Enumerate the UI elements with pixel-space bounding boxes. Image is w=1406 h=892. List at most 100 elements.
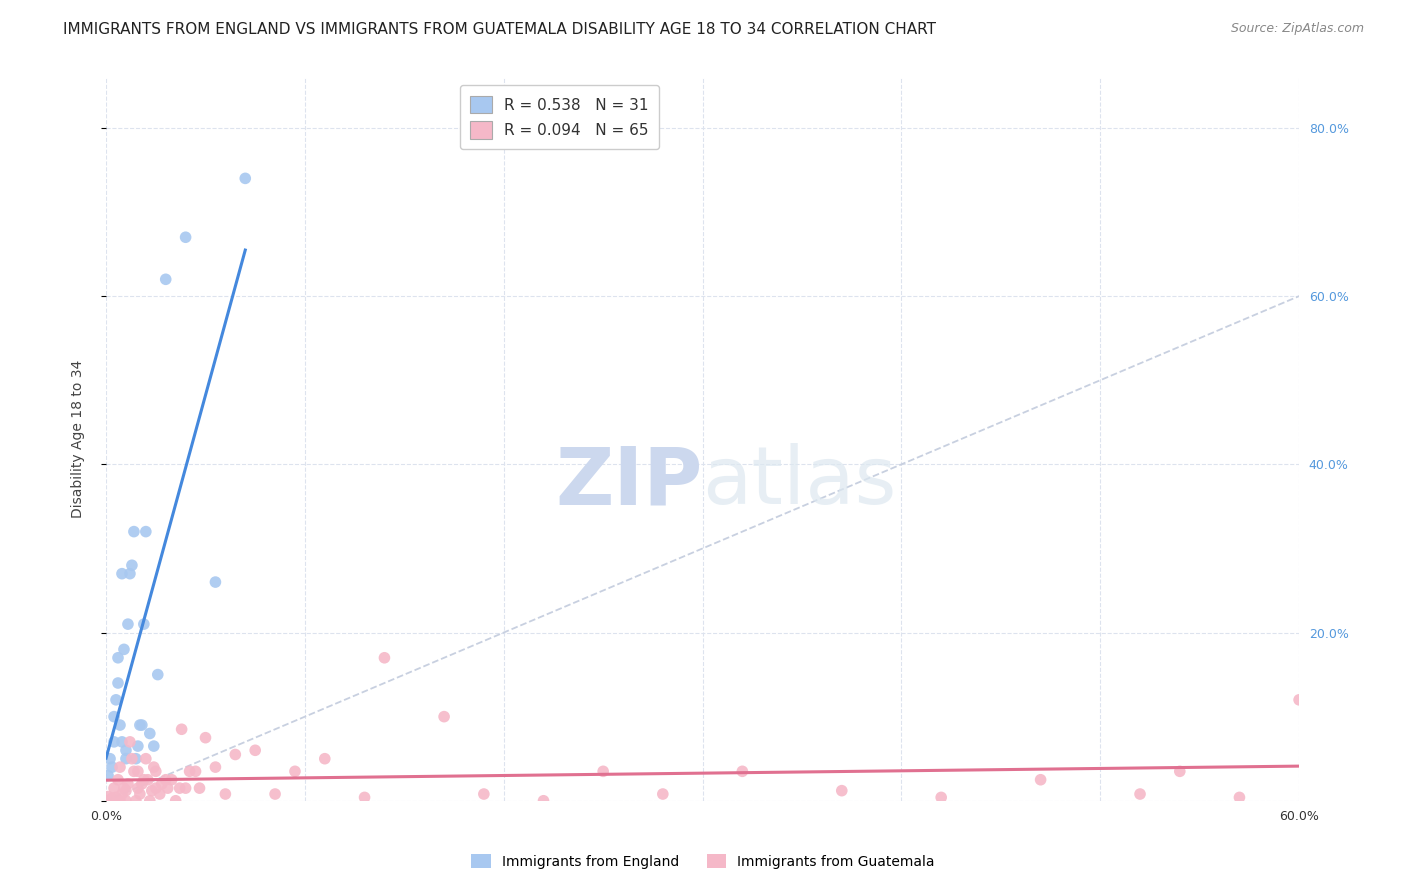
Text: IMMIGRANTS FROM ENGLAND VS IMMIGRANTS FROM GUATEMALA DISABILITY AGE 18 TO 34 COR: IMMIGRANTS FROM ENGLAND VS IMMIGRANTS FR… <box>63 22 936 37</box>
Point <box>135 524 157 539</box>
Point <box>97 789 120 804</box>
Point <box>107 650 129 665</box>
Point <box>108 760 131 774</box>
Point <box>135 752 157 766</box>
Point <box>142 739 165 753</box>
Point <box>98 794 121 808</box>
Point <box>115 743 138 757</box>
Point <box>115 783 138 797</box>
Point <box>103 781 125 796</box>
Point <box>165 794 187 808</box>
Point <box>125 794 148 808</box>
Point <box>108 718 131 732</box>
Point <box>131 777 153 791</box>
Point <box>150 777 173 791</box>
Point <box>94 794 117 808</box>
Text: ZIP: ZIP <box>555 443 703 522</box>
Point <box>245 743 267 757</box>
Point <box>174 781 197 796</box>
Point <box>145 764 167 779</box>
Point <box>170 723 193 737</box>
Point <box>128 787 150 801</box>
Point <box>314 752 336 766</box>
Y-axis label: Disability Age 18 to 34: Disability Age 18 to 34 <box>72 360 86 518</box>
Point <box>353 790 375 805</box>
Point <box>592 764 614 779</box>
Point <box>111 566 134 581</box>
Point <box>112 642 135 657</box>
Point <box>145 781 167 796</box>
Point <box>131 718 153 732</box>
Point <box>105 790 128 805</box>
Point <box>115 752 138 766</box>
Point <box>174 230 197 244</box>
Point <box>264 787 287 801</box>
Point <box>188 781 211 796</box>
Point <box>107 772 129 787</box>
Legend: Immigrants from England, Immigrants from Guatemala: Immigrants from England, Immigrants from… <box>465 848 941 874</box>
Point <box>929 790 952 805</box>
Point <box>160 772 183 787</box>
Point <box>101 791 124 805</box>
Point <box>127 764 149 779</box>
Point <box>127 739 149 753</box>
Point <box>118 566 141 581</box>
Point <box>1288 693 1310 707</box>
Point <box>533 794 555 808</box>
Point <box>121 752 143 766</box>
Point <box>97 768 120 782</box>
Point <box>156 781 179 796</box>
Point <box>122 524 145 539</box>
Point <box>155 272 177 286</box>
Point <box>117 617 139 632</box>
Point <box>108 794 131 808</box>
Point <box>117 777 139 791</box>
Point <box>155 772 177 787</box>
Point <box>373 650 395 665</box>
Point <box>433 709 456 723</box>
Point <box>651 787 673 801</box>
Point <box>118 735 141 749</box>
Point <box>149 787 172 801</box>
Point <box>731 764 754 779</box>
Point <box>1229 790 1251 805</box>
Point <box>179 764 201 779</box>
Point <box>184 764 207 779</box>
Text: Source: ZipAtlas.com: Source: ZipAtlas.com <box>1230 22 1364 36</box>
Point <box>169 781 191 796</box>
Point <box>224 747 246 762</box>
Point <box>233 171 256 186</box>
Point <box>146 667 169 681</box>
Point <box>105 693 128 707</box>
Point <box>831 783 853 797</box>
Point <box>127 781 149 796</box>
Point <box>122 764 145 779</box>
Point <box>98 752 121 766</box>
Point <box>139 726 162 740</box>
Point <box>101 760 124 774</box>
Point <box>132 617 155 632</box>
Point <box>1129 787 1152 801</box>
Point <box>1168 764 1191 779</box>
Point <box>136 772 159 787</box>
Point <box>125 752 148 766</box>
Point <box>204 575 226 590</box>
Point <box>128 718 150 732</box>
Point <box>107 676 129 690</box>
Point <box>1029 772 1052 787</box>
Legend: R = 0.538   N = 31, R = 0.094   N = 65: R = 0.538 N = 31, R = 0.094 N = 65 <box>460 85 659 149</box>
Point <box>214 787 236 801</box>
Point <box>132 772 155 787</box>
Point <box>121 558 143 573</box>
Point <box>142 760 165 774</box>
Point <box>472 787 495 801</box>
Point <box>103 709 125 723</box>
Text: atlas: atlas <box>703 443 897 522</box>
Point <box>115 794 138 808</box>
Point <box>141 783 163 797</box>
Point <box>284 764 307 779</box>
Point <box>111 735 134 749</box>
Point <box>103 735 125 749</box>
Point <box>194 731 217 745</box>
Point <box>204 760 226 774</box>
